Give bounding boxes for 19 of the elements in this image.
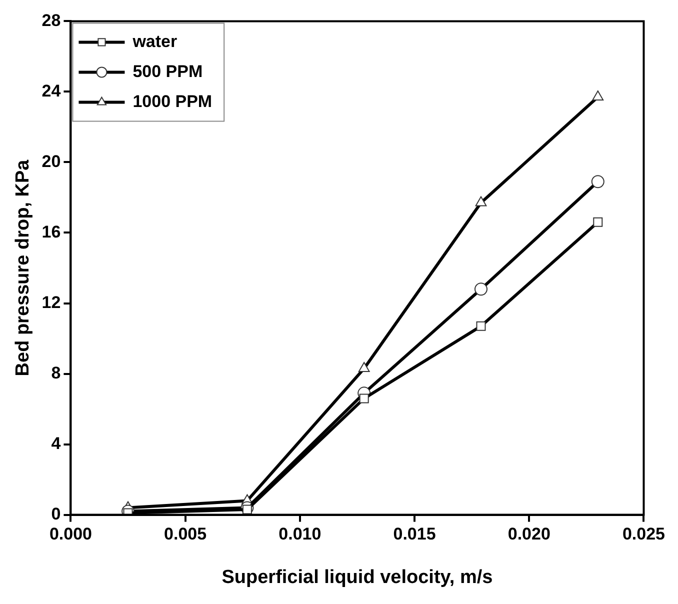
x-tick-label: 0.015 (393, 524, 436, 544)
y-axis-title: Bed pressure drop, KPa (12, 159, 34, 376)
y-tick-label: 28 (42, 10, 61, 30)
legend-label: 500 PPM (132, 62, 203, 81)
x-axis-title: Superficial liquid velocity, m/s (222, 566, 493, 588)
y-tick-label: 4 (51, 434, 62, 453)
legend-label: water (132, 32, 178, 51)
y-tick-label: 12 (42, 292, 61, 312)
legend-label: 1000 PPM (132, 92, 212, 111)
x-tick-label: 0.020 (508, 524, 550, 544)
y-tick-label: 8 (51, 363, 61, 382)
x-tick-label: 0.005 (164, 524, 207, 544)
y-tick-label: 20 (42, 152, 61, 171)
x-tick-label: 0.000 (49, 524, 92, 544)
y-tick-label: 0 (51, 504, 61, 524)
y-tick-label: 16 (42, 222, 61, 242)
x-tick-label: 0.010 (278, 524, 322, 544)
y-tick-label: 24 (42, 81, 62, 100)
x-tick-label: 0.025 (622, 524, 666, 544)
